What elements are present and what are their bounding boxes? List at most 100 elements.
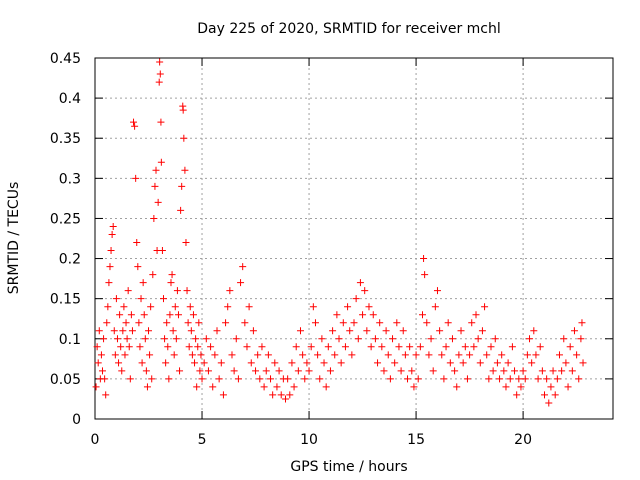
data-point bbox=[186, 303, 194, 311]
data-point bbox=[252, 367, 260, 375]
data-point bbox=[195, 319, 203, 327]
data-point bbox=[127, 311, 135, 319]
data-point bbox=[189, 311, 197, 319]
data-point bbox=[570, 327, 578, 335]
data-point bbox=[140, 311, 148, 319]
data-point bbox=[178, 182, 186, 190]
data-point bbox=[163, 319, 171, 327]
data-point bbox=[282, 395, 290, 403]
data-point bbox=[448, 335, 456, 343]
data-point bbox=[288, 359, 296, 367]
data-point bbox=[164, 343, 172, 351]
data-point bbox=[194, 343, 202, 351]
data-point bbox=[135, 319, 143, 327]
data-point bbox=[115, 359, 123, 367]
data-point bbox=[198, 375, 206, 383]
data-point bbox=[408, 367, 416, 375]
x-tick-label: 10 bbox=[300, 432, 318, 448]
data-point bbox=[461, 343, 469, 351]
data-point bbox=[384, 351, 392, 359]
data-point bbox=[549, 367, 557, 375]
data-point bbox=[530, 327, 538, 335]
data-point bbox=[95, 327, 103, 335]
data-point bbox=[459, 359, 467, 367]
data-point bbox=[436, 327, 444, 335]
data-point bbox=[108, 230, 116, 238]
data-point bbox=[157, 118, 165, 126]
data-point bbox=[555, 351, 563, 359]
y-tick-label: 0.45 bbox=[50, 51, 81, 67]
data-point bbox=[213, 327, 221, 335]
data-point bbox=[171, 303, 179, 311]
data-point bbox=[470, 343, 478, 351]
data-point bbox=[483, 351, 491, 359]
data-point bbox=[111, 351, 119, 359]
data-point bbox=[472, 311, 480, 319]
data-point bbox=[217, 359, 225, 367]
data-point bbox=[511, 367, 519, 375]
x-tick-label: 5 bbox=[198, 432, 207, 448]
data-point bbox=[146, 351, 154, 359]
data-point bbox=[147, 303, 155, 311]
data-point bbox=[363, 327, 371, 335]
axis-ticks: 0 0.05 0.1 0.15 0.2 0.25 0.3 0.35 0.4 0.45 0 5 10 15 2… bbox=[50, 51, 613, 448]
data-point bbox=[170, 351, 178, 359]
data-point bbox=[382, 327, 390, 335]
data-point bbox=[346, 327, 354, 335]
data-point bbox=[224, 303, 232, 311]
data-point bbox=[179, 106, 187, 114]
data-point bbox=[219, 391, 227, 399]
data-point bbox=[466, 351, 474, 359]
data-point bbox=[290, 383, 298, 391]
data-point bbox=[196, 367, 204, 375]
data-point bbox=[271, 359, 279, 367]
data-point bbox=[148, 375, 156, 383]
data-point bbox=[502, 383, 510, 391]
data-point bbox=[230, 367, 238, 375]
data-point bbox=[172, 335, 180, 343]
y-tick-label: 0 bbox=[72, 412, 81, 428]
data-point bbox=[410, 383, 418, 391]
data-point bbox=[414, 375, 422, 383]
data-point bbox=[534, 375, 542, 383]
data-point bbox=[191, 359, 199, 367]
data-point bbox=[339, 319, 347, 327]
y-tick-label: 0.4 bbox=[59, 91, 81, 107]
y-tick-label: 0.25 bbox=[50, 211, 81, 227]
data-point bbox=[294, 367, 302, 375]
data-point bbox=[500, 367, 508, 375]
data-point bbox=[234, 375, 242, 383]
data-point bbox=[517, 383, 525, 391]
data-point bbox=[468, 319, 476, 327]
data-point bbox=[184, 319, 192, 327]
data-point bbox=[307, 343, 315, 351]
data-point bbox=[177, 206, 185, 214]
data-point bbox=[393, 319, 401, 327]
data-point bbox=[322, 383, 330, 391]
data-point bbox=[254, 351, 262, 359]
data-point bbox=[116, 311, 124, 319]
data-point bbox=[344, 303, 352, 311]
data-point bbox=[369, 311, 377, 319]
data-point bbox=[331, 351, 339, 359]
data-point bbox=[232, 335, 240, 343]
data-point bbox=[560, 335, 568, 343]
data-point bbox=[442, 343, 450, 351]
data-point bbox=[429, 367, 437, 375]
data-point bbox=[181, 166, 189, 174]
data-point bbox=[399, 327, 407, 335]
data-point bbox=[568, 367, 576, 375]
data-point bbox=[106, 263, 114, 271]
data-point bbox=[286, 391, 294, 399]
data-point bbox=[446, 359, 454, 367]
data-point bbox=[303, 359, 311, 367]
data-point bbox=[145, 327, 153, 335]
data-point bbox=[273, 383, 281, 391]
data-point bbox=[239, 263, 247, 271]
data-point bbox=[150, 214, 158, 222]
data-point bbox=[292, 343, 300, 351]
data-point bbox=[141, 335, 149, 343]
data-point bbox=[404, 375, 412, 383]
data-point bbox=[94, 359, 102, 367]
